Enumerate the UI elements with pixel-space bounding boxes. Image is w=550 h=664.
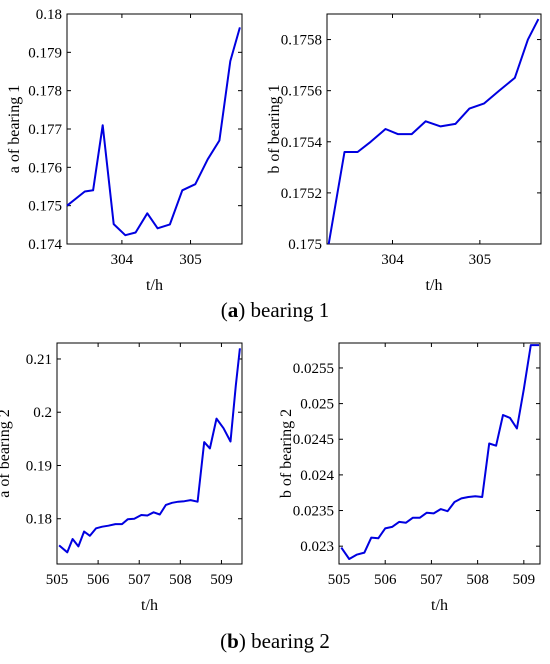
y-tick-label: 0.023 [300,539,334,555]
y-tick-label: 0.175 [288,237,322,253]
x-tick-label: 509 [513,572,536,588]
plot-frame [338,342,541,565]
y-tick-label: 0.024 [300,468,334,484]
x-tick-label: 507 [128,572,151,588]
x-tick-label: 508 [169,572,192,588]
caption-text-b: bearing 2 [245,629,330,653]
y-tick-label: 0.174 [28,237,62,253]
plot-frame [56,342,243,565]
caption-letter-b: b [227,629,239,653]
x-axis-label: t/h [426,277,443,294]
x-tick-label: 509 [210,572,233,588]
series-line [327,18,540,245]
caption-bearing-1: (a) bearing 1 [220,298,330,322]
y-tick-label: 0.19 [26,458,52,474]
series-line [66,27,241,237]
y-tick-label: 0.21 [26,352,52,368]
y-tick-label: 0.025 [300,397,334,413]
plot-frame [66,13,243,245]
x-tick-label: 304 [111,252,134,268]
chart-panel-2: 304 305 0.175 0.1752 0.1754 0.1756 0.1758 t/h b … [266,13,542,294]
y-tick-label: 0.18 [36,7,62,23]
y-tick-label: 0.178 [28,84,62,100]
y-tick-label: 0.0235 [293,504,334,520]
y-tick-label: 0.1754 [281,135,323,151]
chart-panel-1: 304 305 0.174 0.175 0.176 0.177 0.178 0.179 0.18… [6,7,243,294]
y-tick-label: 0.1756 [281,84,323,100]
x-axis-label: t/h [431,597,448,614]
chart-panel-3: 505 506 507 508 509 0.18 0.19 0.2 0.21 t/h a of be… [0,342,243,614]
y-tick-label: 0.1752 [281,186,322,202]
y-tick-label: 0.175 [28,199,62,215]
x-tick-label: 305 [179,252,202,268]
y-axis-label: b of bearing 1 [266,84,283,173]
series-line [58,348,241,554]
y-tick-label: 0.179 [28,45,62,61]
x-tick-label: 507 [420,572,443,588]
x-tick-label: 506 [87,572,110,588]
x-tick-label: 304 [381,252,404,268]
y-tick-label: 0.1758 [281,33,322,49]
x-tick-label: 305 [469,252,492,268]
y-axis-label: b of bearing 2 [278,409,295,498]
x-tick-label: 505 [46,572,69,588]
y-tick-label: 0.0255 [293,361,334,377]
y-tick-label: 0.177 [28,122,62,138]
y-tick-label: 0.2 [33,405,52,421]
x-tick-label: 506 [374,572,397,588]
x-axis-label: t/h [146,277,163,294]
x-tick-label: 508 [466,572,489,588]
x-axis-label: t/h [141,597,158,614]
caption-letter-a: a [227,298,239,322]
caption-text-a: bearing 1 [245,298,330,322]
chart-panel-4: 505 506 507 508 509 0.023 0.0235 0.024 0.0245 0.0… [278,342,541,614]
y-tick-label: 0.18 [26,512,52,528]
y-tick-label: 0.0245 [293,432,334,448]
series-line [340,344,540,560]
caption-bearing-2: (b) bearing 2 [220,629,330,653]
y-tick-label: 0.176 [28,160,62,176]
y-axis-label: a of bearing 1 [6,85,23,173]
plot-frame [326,13,542,245]
y-axis-label: a of bearing 2 [0,409,13,497]
x-tick-label: 505 [328,572,351,588]
